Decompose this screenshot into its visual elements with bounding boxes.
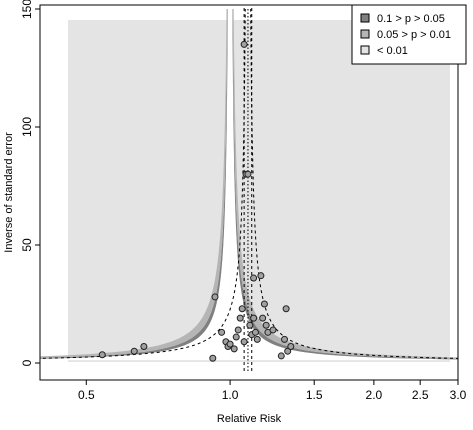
legend-swatch <box>360 13 370 23</box>
data-point <box>130 347 138 355</box>
x-tick-label: 3.0 <box>450 388 467 402</box>
y-tick-label: 0 <box>20 359 34 366</box>
legend-item-label: < 0.01 <box>377 45 408 57</box>
data-point <box>244 170 252 178</box>
y-axis-title: Inverse of standard error <box>3 132 15 253</box>
data-point <box>234 326 242 334</box>
data-point <box>230 345 238 353</box>
data-point <box>218 328 226 336</box>
data-point <box>246 321 254 329</box>
data-point <box>250 314 258 322</box>
significance-region-p01 <box>68 20 450 362</box>
funnel-line-left <box>40 8 246 359</box>
band-p10-left <box>40 9 228 359</box>
data-point <box>260 300 268 308</box>
x-tick-label: 1.5 <box>306 388 323 402</box>
axes: 0.5 1.0 1.5 2.0 2.5 3.0 0 50 100 150 Relative Risk… <box>3 0 467 425</box>
legend-swatch <box>360 29 370 39</box>
data-point <box>236 314 244 322</box>
x-tick-label: 0.5 <box>78 388 95 402</box>
legend: 0.1 > p > 0.05 0.05 > p > 0.01 < 0.01 <box>351 4 467 65</box>
legend-box <box>351 4 467 65</box>
plot-frame <box>39 4 459 381</box>
data-point <box>269 326 277 334</box>
data-point <box>240 40 248 48</box>
data-point <box>259 314 267 322</box>
plot-area <box>40 7 458 371</box>
data-point <box>240 338 248 346</box>
significance-bands <box>40 7 458 371</box>
data-point <box>251 328 259 336</box>
y-tick-label: 100 <box>20 117 34 137</box>
data-point <box>209 354 217 362</box>
data-point <box>250 274 258 282</box>
data-point <box>232 333 240 341</box>
y-tick-label: 150 <box>20 0 34 19</box>
legend-item-label: 0.1 > p > 0.05 <box>377 13 445 25</box>
band-p10-right <box>232 9 458 360</box>
data-point <box>277 352 285 360</box>
data-point <box>211 293 219 301</box>
data-point <box>282 305 290 313</box>
y-tick-label: 50 <box>20 238 34 252</box>
band-p05-right <box>232 9 458 359</box>
legend-item-label: 0.05 > p > 0.01 <box>377 29 451 41</box>
x-tick-label: 2.0 <box>366 388 383 402</box>
legend-swatch <box>360 45 370 55</box>
data-point <box>140 342 148 350</box>
nonsig-region-left <box>40 9 231 361</box>
data-point <box>287 342 295 350</box>
data-point <box>98 351 106 359</box>
data-point <box>284 347 292 355</box>
data-point <box>253 335 261 343</box>
data-point <box>262 321 270 329</box>
funnel-line-right <box>250 8 458 359</box>
x-tick-label: 1.0 <box>222 388 239 402</box>
data-point <box>257 272 265 280</box>
x-axis-title: Relative Risk <box>217 413 282 425</box>
data-point <box>281 335 289 343</box>
data-point <box>226 340 234 348</box>
data-point <box>238 305 246 313</box>
x-tick-label: 2.5 <box>412 388 429 402</box>
